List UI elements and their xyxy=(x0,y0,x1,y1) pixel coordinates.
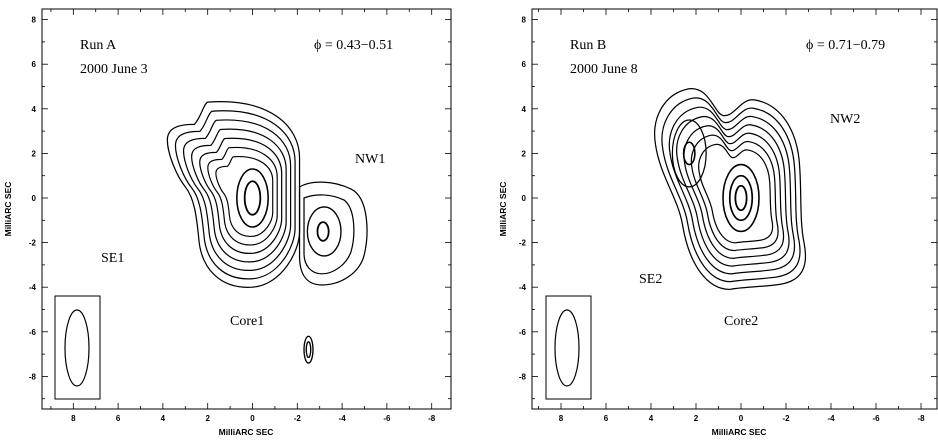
y-tick-label: 8 xyxy=(32,16,37,25)
x-tick-label: 8 xyxy=(71,414,76,423)
x-tick-label: 0 xyxy=(250,414,255,423)
panel-b: Run B 2000 June 8 ϕ = 0.71−0.79 NW2 SE2 … xyxy=(498,8,938,437)
contour-set-main xyxy=(167,102,299,288)
x-tick-label: 4 xyxy=(649,414,654,423)
x-tick-label: 6 xyxy=(116,414,121,423)
component-label-nw1: NW1 xyxy=(355,152,385,167)
x-tick-label: -6 xyxy=(872,414,880,423)
beam-box xyxy=(545,295,592,400)
beam-box xyxy=(54,295,101,400)
contour-set-se1 xyxy=(300,182,367,285)
tick-marks xyxy=(42,9,451,409)
y-tick-label: -2 xyxy=(519,239,527,248)
y-tick-label: -6 xyxy=(29,328,37,337)
y-tick-label: 0 xyxy=(522,194,527,203)
x-tick-label: 4 xyxy=(161,414,166,423)
x-tick-label: -4 xyxy=(827,414,835,423)
x-tick-label: -2 xyxy=(782,414,790,423)
phase-label: ϕ = 0.71−0.79 xyxy=(806,38,885,53)
tick-marks xyxy=(532,9,937,409)
phase-label: ϕ = 0.43−0.51 xyxy=(314,38,393,53)
y-tick-label: 0 xyxy=(32,194,37,203)
x-tick-label: -2 xyxy=(294,414,302,423)
y-tick-label: 2 xyxy=(522,149,527,158)
y-tick-label: 2 xyxy=(32,149,37,158)
contour-set-nw2 xyxy=(671,119,707,188)
y-tick-label: -2 xyxy=(29,239,37,248)
component-label-nw2: NW2 xyxy=(830,112,860,127)
component-label-core1: Core1 xyxy=(230,314,264,329)
y-tick-label: 6 xyxy=(32,60,37,69)
y-tick-label: 8 xyxy=(522,16,527,25)
y-axis-title: MilliARC SEC xyxy=(3,182,13,237)
x-tick-label: -8 xyxy=(917,414,925,423)
beam-ellipse xyxy=(554,309,580,387)
y-tick-label: -4 xyxy=(29,283,37,292)
x-tick-label: 8 xyxy=(559,414,564,423)
component-label-core2: Core2 xyxy=(724,314,758,329)
x-tick-label: -4 xyxy=(339,414,347,423)
x-tick-label: 0 xyxy=(739,414,744,423)
y-tick-label: -8 xyxy=(29,372,37,381)
y-axis-title: MilliARC SEC xyxy=(498,182,508,237)
x-tick-labels: 8 6 4 2 0 -2 -4 -6 -8 xyxy=(71,414,436,423)
contour-set-main xyxy=(655,89,806,290)
plot-frame xyxy=(531,8,938,410)
contour-map xyxy=(167,102,367,364)
run-label: Run A xyxy=(80,38,117,53)
panel-a: Run A 2000 June 3 ϕ = 0.43−0.51 NW1 SE1 … xyxy=(3,8,452,437)
plot-frame xyxy=(41,8,452,410)
x-tick-label: -6 xyxy=(383,414,391,423)
component-label-se1: SE1 xyxy=(101,251,124,266)
contour-isolated xyxy=(303,335,314,364)
y-tick-label: -6 xyxy=(519,328,527,337)
y-tick-label: -4 xyxy=(519,283,527,292)
x-tick-label: 2 xyxy=(205,414,210,423)
component-label-se2: SE2 xyxy=(639,272,662,287)
run-label: Run B xyxy=(570,38,606,53)
contour-map xyxy=(655,89,806,290)
date-label: 2000 June 3 xyxy=(80,62,148,77)
y-tick-label: -8 xyxy=(519,372,527,381)
x-axis-title: MilliARC SEC xyxy=(712,427,767,437)
x-axis-title: MilliARC SEC xyxy=(219,427,274,437)
y-tick-labels: 8 6 4 2 0 -2 -4 -6 -8 xyxy=(519,16,527,382)
y-tick-label: 6 xyxy=(522,60,527,69)
beam-ellipse xyxy=(64,309,90,387)
y-tick-labels: 8 6 4 2 0 -2 -4 -6 -8 xyxy=(29,16,37,382)
date-label: 2000 June 8 xyxy=(570,62,638,77)
x-tick-label: 6 xyxy=(604,414,609,423)
y-tick-label: 4 xyxy=(522,105,527,114)
x-tick-label: -8 xyxy=(428,414,436,423)
y-tick-label: 4 xyxy=(32,105,37,114)
x-tick-label: 2 xyxy=(694,414,699,423)
x-tick-labels: 8 6 4 2 0 -2 -4 -6 -8 xyxy=(559,414,925,423)
